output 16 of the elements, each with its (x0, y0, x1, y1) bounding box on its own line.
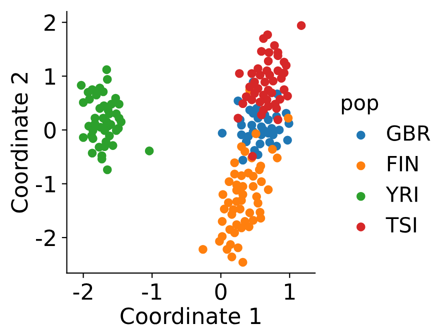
y-tick-label: 2 (44, 14, 55, 31)
x-tick-label: -1 (142, 283, 162, 300)
y-tick-label: 0 (44, 122, 56, 139)
x-tick-label: -2 (73, 283, 92, 300)
legend-label: FIN (388, 156, 418, 172)
x-tick-label: 0 (215, 283, 226, 300)
y-axis-title: Coordinate 2 (10, 73, 28, 213)
legend-label: YRI (386, 186, 418, 202)
y-tick-label: 1 (45, 68, 56, 85)
legend-label: GBR (387, 125, 430, 141)
y-tick-label: -1 (36, 176, 56, 192)
y-tick-label: -2 (36, 230, 55, 246)
x-axis-title: Coordinate 1 (120, 307, 260, 324)
legend-title: pop (342, 98, 378, 114)
x-tick-label: 1 (284, 283, 295, 300)
legend-label: TSI (386, 216, 416, 233)
